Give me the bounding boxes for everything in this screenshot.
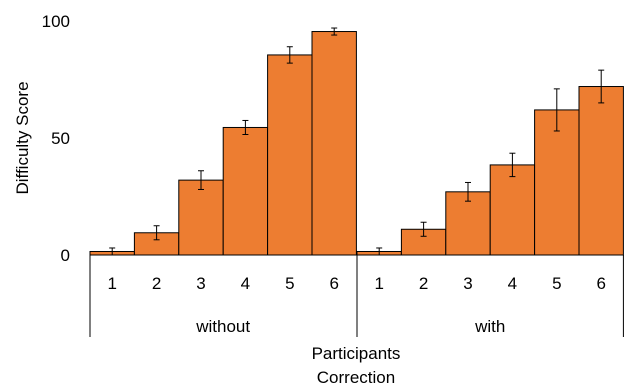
x-tick-label: 2 <box>419 274 428 293</box>
bar <box>578 86 624 256</box>
group-label: with <box>474 317 505 336</box>
bar <box>267 54 313 256</box>
x-tick-label: 6 <box>329 274 338 293</box>
x-tick-label: 5 <box>285 274 294 293</box>
bar <box>222 126 269 256</box>
bar <box>178 179 224 256</box>
y-tick-label: 0 <box>61 246 70 265</box>
x-tick-label: 1 <box>107 274 116 293</box>
x-axis-label-line-1: Participants <box>312 344 401 363</box>
x-tick-label: 4 <box>508 274 517 293</box>
y-tick-label: 50 <box>51 129 70 148</box>
x-tick-label: 6 <box>596 274 605 293</box>
bar <box>489 164 536 256</box>
y-axis-label: Difficulty Score <box>13 81 32 194</box>
x-tick-label: 3 <box>463 274 472 293</box>
bar <box>311 31 357 256</box>
x-tick-label: 3 <box>196 274 205 293</box>
x-tick-label: 4 <box>241 274 250 293</box>
y-tick-label: 100 <box>42 12 70 31</box>
bar <box>534 109 580 256</box>
x-axis-label-line-2: Correction <box>317 368 395 387</box>
group-label: without <box>195 317 250 336</box>
x-tick-label: 1 <box>374 274 383 293</box>
x-tick-label: 5 <box>552 274 561 293</box>
x-tick-label: 2 <box>152 274 161 293</box>
